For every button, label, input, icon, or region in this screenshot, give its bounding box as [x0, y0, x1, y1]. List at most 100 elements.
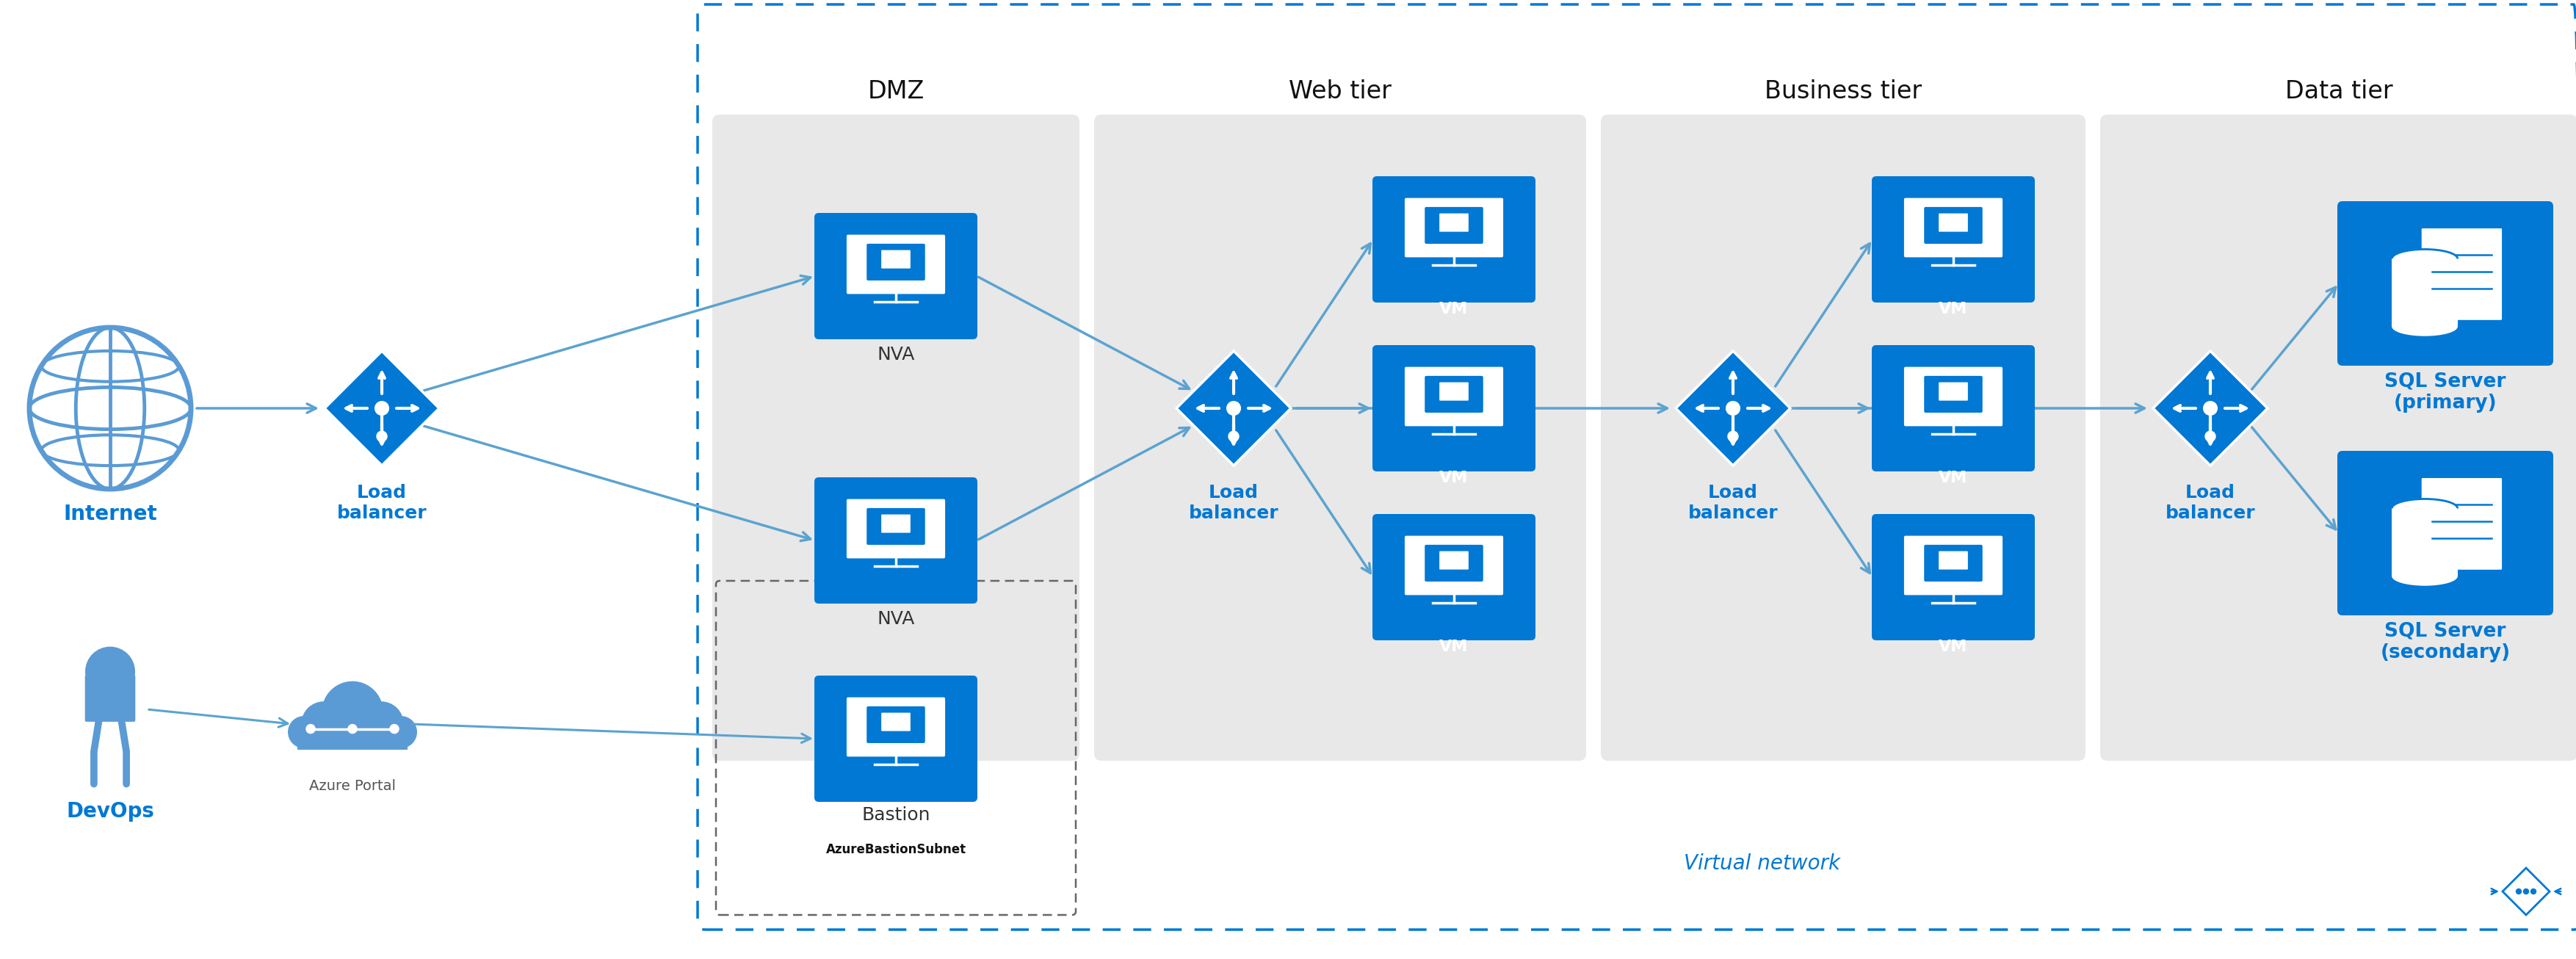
FancyBboxPatch shape [1373, 176, 1535, 302]
FancyBboxPatch shape [881, 250, 909, 269]
FancyBboxPatch shape [1404, 198, 1504, 257]
FancyBboxPatch shape [881, 514, 909, 533]
FancyBboxPatch shape [85, 675, 137, 722]
FancyBboxPatch shape [2099, 114, 2576, 760]
Text: SQL Server
(primary): SQL Server (primary) [2385, 371, 2506, 412]
Text: Data tier: Data tier [2285, 80, 2393, 104]
Text: VM: VM [1945, 559, 1963, 569]
FancyBboxPatch shape [2393, 508, 2458, 576]
Text: VM: VM [1440, 302, 1468, 316]
Circle shape [348, 724, 358, 734]
FancyBboxPatch shape [848, 235, 945, 294]
Text: VM: VM [1445, 222, 1463, 231]
Text: Load
balancer: Load balancer [1188, 484, 1278, 522]
Text: VM: VM [1940, 471, 1968, 485]
Circle shape [307, 724, 314, 734]
Circle shape [2530, 889, 2535, 894]
FancyBboxPatch shape [2393, 259, 2458, 327]
FancyBboxPatch shape [714, 114, 1079, 760]
FancyBboxPatch shape [2336, 201, 2553, 365]
FancyBboxPatch shape [1095, 114, 1587, 760]
Text: VM: VM [886, 721, 904, 731]
FancyBboxPatch shape [1940, 383, 1968, 401]
FancyBboxPatch shape [1440, 213, 1468, 232]
FancyBboxPatch shape [848, 499, 945, 558]
FancyBboxPatch shape [1600, 114, 2087, 760]
Circle shape [376, 432, 386, 441]
Text: VM: VM [886, 523, 904, 532]
Text: NVA: NVA [876, 610, 914, 628]
Text: Load
balancer: Load balancer [1687, 484, 1777, 522]
FancyBboxPatch shape [1425, 207, 1484, 244]
Circle shape [1226, 402, 1242, 415]
FancyBboxPatch shape [1373, 514, 1535, 641]
Circle shape [1726, 402, 1739, 415]
Text: SQL Server
(secondary): SQL Server (secondary) [2380, 621, 2512, 663]
FancyBboxPatch shape [1873, 514, 2035, 641]
Text: AzureBastionSubnet: AzureBastionSubnet [827, 843, 966, 856]
FancyBboxPatch shape [866, 707, 925, 743]
FancyBboxPatch shape [814, 478, 976, 603]
Text: NVA: NVA [876, 346, 914, 363]
Circle shape [2517, 889, 2522, 894]
FancyBboxPatch shape [1924, 376, 1984, 412]
Text: VM: VM [1445, 390, 1463, 400]
FancyBboxPatch shape [1924, 545, 1984, 581]
Text: Web tier: Web tier [1288, 80, 1391, 104]
Text: Azure Portal: Azure Portal [309, 779, 397, 793]
Circle shape [2205, 432, 2215, 441]
Text: Business tier: Business tier [1765, 80, 1922, 104]
Circle shape [1728, 432, 1739, 441]
FancyBboxPatch shape [1425, 545, 1484, 581]
Circle shape [2524, 889, 2530, 894]
FancyBboxPatch shape [881, 713, 909, 731]
Circle shape [322, 681, 384, 742]
FancyBboxPatch shape [814, 675, 976, 802]
FancyBboxPatch shape [1425, 376, 1484, 412]
FancyBboxPatch shape [1904, 536, 2002, 596]
Text: Bastion: Bastion [860, 807, 930, 824]
Text: DevOps: DevOps [67, 801, 155, 822]
FancyBboxPatch shape [1904, 198, 2002, 257]
Text: VM: VM [1945, 390, 1963, 400]
Circle shape [384, 716, 417, 748]
Text: Load
balancer: Load balancer [337, 484, 428, 522]
Circle shape [389, 724, 399, 734]
FancyBboxPatch shape [296, 727, 407, 750]
Text: Virtual network: Virtual network [1685, 854, 1842, 874]
FancyBboxPatch shape [2421, 228, 2501, 320]
Circle shape [1229, 432, 1239, 441]
FancyBboxPatch shape [1404, 536, 1504, 596]
FancyBboxPatch shape [1904, 367, 2002, 426]
FancyBboxPatch shape [866, 508, 925, 545]
Text: VM: VM [1945, 222, 1963, 231]
FancyBboxPatch shape [1873, 176, 2035, 302]
Text: VM: VM [886, 258, 904, 268]
Circle shape [376, 402, 389, 415]
FancyBboxPatch shape [1924, 207, 1984, 244]
Ellipse shape [2393, 249, 2458, 269]
Circle shape [358, 701, 404, 747]
Text: VM: VM [1440, 471, 1468, 485]
Circle shape [301, 701, 345, 747]
Text: Internet: Internet [64, 503, 157, 525]
Text: Load
balancer: Load balancer [2166, 484, 2257, 522]
FancyBboxPatch shape [866, 244, 925, 280]
Polygon shape [1177, 351, 1291, 465]
FancyBboxPatch shape [2336, 451, 2553, 616]
FancyBboxPatch shape [1440, 383, 1468, 401]
Ellipse shape [2393, 317, 2458, 336]
Text: DMZ: DMZ [868, 80, 925, 104]
FancyBboxPatch shape [1940, 551, 1968, 570]
Ellipse shape [2393, 567, 2458, 586]
Text: VM: VM [1940, 640, 1968, 654]
Polygon shape [2154, 351, 2267, 465]
Text: VM: VM [1940, 302, 1968, 316]
Circle shape [85, 646, 134, 696]
FancyBboxPatch shape [1873, 345, 2035, 472]
FancyBboxPatch shape [1940, 213, 1968, 232]
FancyBboxPatch shape [1404, 367, 1504, 426]
Text: VM: VM [1445, 559, 1463, 569]
Circle shape [289, 716, 319, 748]
FancyBboxPatch shape [1373, 345, 1535, 472]
